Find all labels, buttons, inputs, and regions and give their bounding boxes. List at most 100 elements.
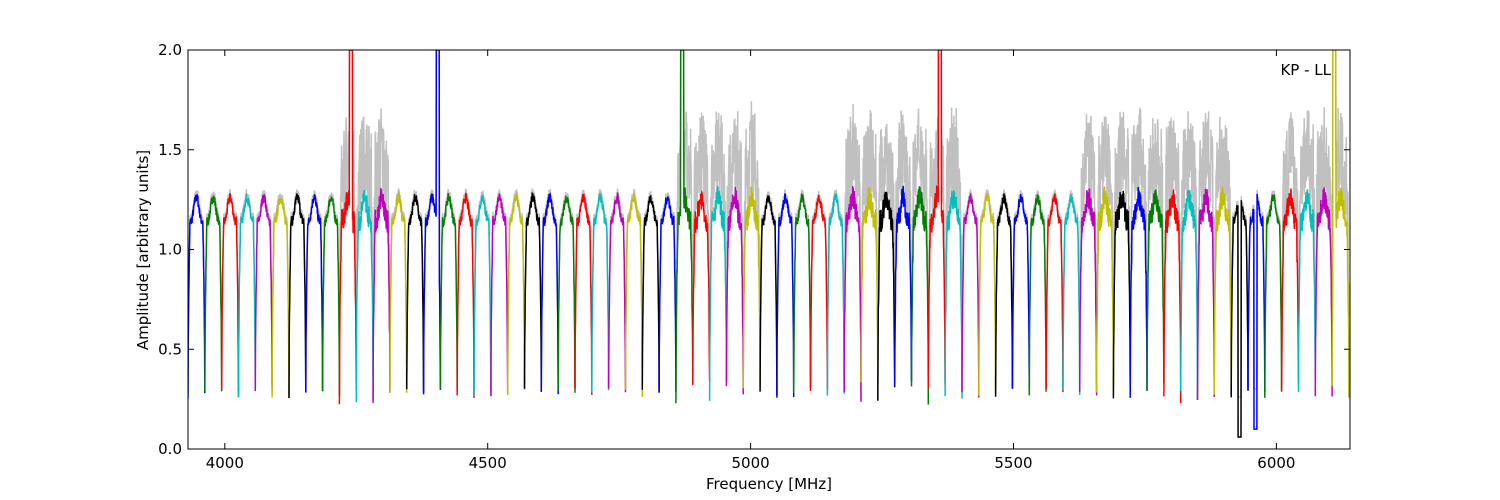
channel-trace: [1297, 189, 1317, 392]
y-tick-label: 1.5: [158, 141, 182, 159]
x-tick-label: 5000: [732, 454, 770, 472]
plot-annotation: KP - LL: [1280, 61, 1331, 79]
channel-trace: [389, 191, 408, 393]
channel-trace: [910, 185, 930, 405]
channel-trace: [692, 189, 711, 386]
background-trace: [944, 107, 963, 338]
channel-trace: [1247, 193, 1266, 430]
channel-trace: [523, 191, 543, 392]
channel-trace: [893, 185, 913, 387]
background-trace: [1280, 112, 1300, 349]
channel-trace: [204, 195, 223, 392]
background-trace: [860, 110, 879, 381]
channel-trace: [372, 188, 391, 403]
y-tick-label: 2.0: [158, 41, 182, 59]
y-axis-label: Amplitude [arbitrary units]: [134, 150, 152, 350]
y-axis: 0.0 0.5 1.0 1.5 2.0: [158, 41, 1350, 458]
channel-trace: [574, 193, 593, 395]
channel-trace: [843, 186, 862, 402]
channel-trace: [1129, 186, 1148, 398]
channel-trace: [557, 195, 576, 393]
channel-trace: [591, 193, 610, 393]
channel-trace: [1179, 189, 1199, 400]
channel-trace: [809, 194, 829, 391]
y-tick-label: 1.0: [158, 241, 182, 259]
background-trace: [927, 50, 946, 380]
channel-trace: [708, 186, 728, 401]
channel-trace: [877, 191, 896, 401]
channel-trace: [473, 194, 492, 396]
channel-trace: [1062, 193, 1081, 395]
channel-trace: [792, 193, 812, 394]
background-trace: [877, 123, 896, 394]
channel-trace: [188, 194, 206, 399]
y-tick-label: 0.5: [158, 340, 182, 358]
background-trace: [1078, 113, 1098, 390]
channel-trace: [237, 193, 257, 398]
background-trace: [708, 111, 728, 375]
channel-trace: [439, 192, 458, 391]
channel-trace: [254, 194, 273, 392]
series-layer: [188, 50, 1350, 438]
channel-trace: [422, 50, 442, 395]
channel-trace: [1331, 50, 1350, 398]
channel-trace: [994, 193, 1014, 397]
background-trace: [742, 101, 761, 360]
background-trace: [1179, 111, 1199, 381]
channel-trace: [220, 193, 240, 398]
channel-trace: [624, 192, 644, 397]
channel-trace: [944, 190, 963, 399]
channel-trace: [776, 193, 795, 398]
channel-trace: [540, 192, 559, 395]
background-trace: [271, 193, 290, 394]
background-trace: [1095, 116, 1115, 351]
channel-trace: [675, 50, 694, 404]
channel-trace: [1314, 187, 1333, 397]
x-axis-label: Frequency [MHz]: [706, 475, 832, 493]
channel-trace: [288, 193, 307, 399]
channel-trace: [1045, 193, 1064, 393]
channel-trace: [658, 196, 677, 393]
x-tick-label: 6000: [1257, 454, 1295, 472]
channel-trace: [1264, 194, 1283, 398]
background-trace: [305, 189, 324, 389]
channel-trace: [321, 196, 341, 397]
background-trace: [1163, 117, 1182, 344]
background-trace: [1331, 50, 1350, 365]
channel-trace: [607, 191, 627, 393]
background-trace: [1129, 107, 1148, 376]
channel-trace: [1196, 188, 1216, 401]
background-trace: [1196, 111, 1216, 370]
channel-trace: [1213, 186, 1232, 395]
channel-trace: [1146, 189, 1165, 391]
background-trace: [725, 111, 744, 341]
x-tick-label: 4500: [469, 454, 507, 472]
channel-trace: [927, 50, 946, 389]
x-axis: 4000 4500 5000 5500 6000: [206, 50, 1295, 472]
x-tick-label: 5500: [994, 454, 1032, 472]
channel-trace: [978, 193, 997, 396]
channel-trace: [1028, 194, 1047, 396]
background-trace: [1112, 111, 1131, 336]
channel-trace: [355, 189, 374, 403]
channel-trace: [506, 193, 526, 396]
channel-trace: [338, 50, 358, 405]
channel-trace: [1078, 188, 1098, 396]
channel-trace: [961, 193, 980, 398]
background-trace: [843, 103, 862, 401]
channel-trace: [490, 193, 509, 397]
channel-trace: [826, 193, 845, 396]
y-tick-label: 0.0: [158, 440, 182, 458]
background-trace: [372, 108, 391, 377]
channel-trace: [271, 197, 290, 398]
background-trace: [1297, 110, 1317, 345]
channel-trace: [1112, 190, 1131, 399]
channel-trace: [759, 195, 778, 396]
channel-trace: [1095, 186, 1115, 393]
background-trace: [1146, 118, 1165, 362]
channel-trace: [1230, 200, 1249, 438]
channel-trace: [456, 192, 475, 398]
channel-trace: [742, 186, 761, 389]
